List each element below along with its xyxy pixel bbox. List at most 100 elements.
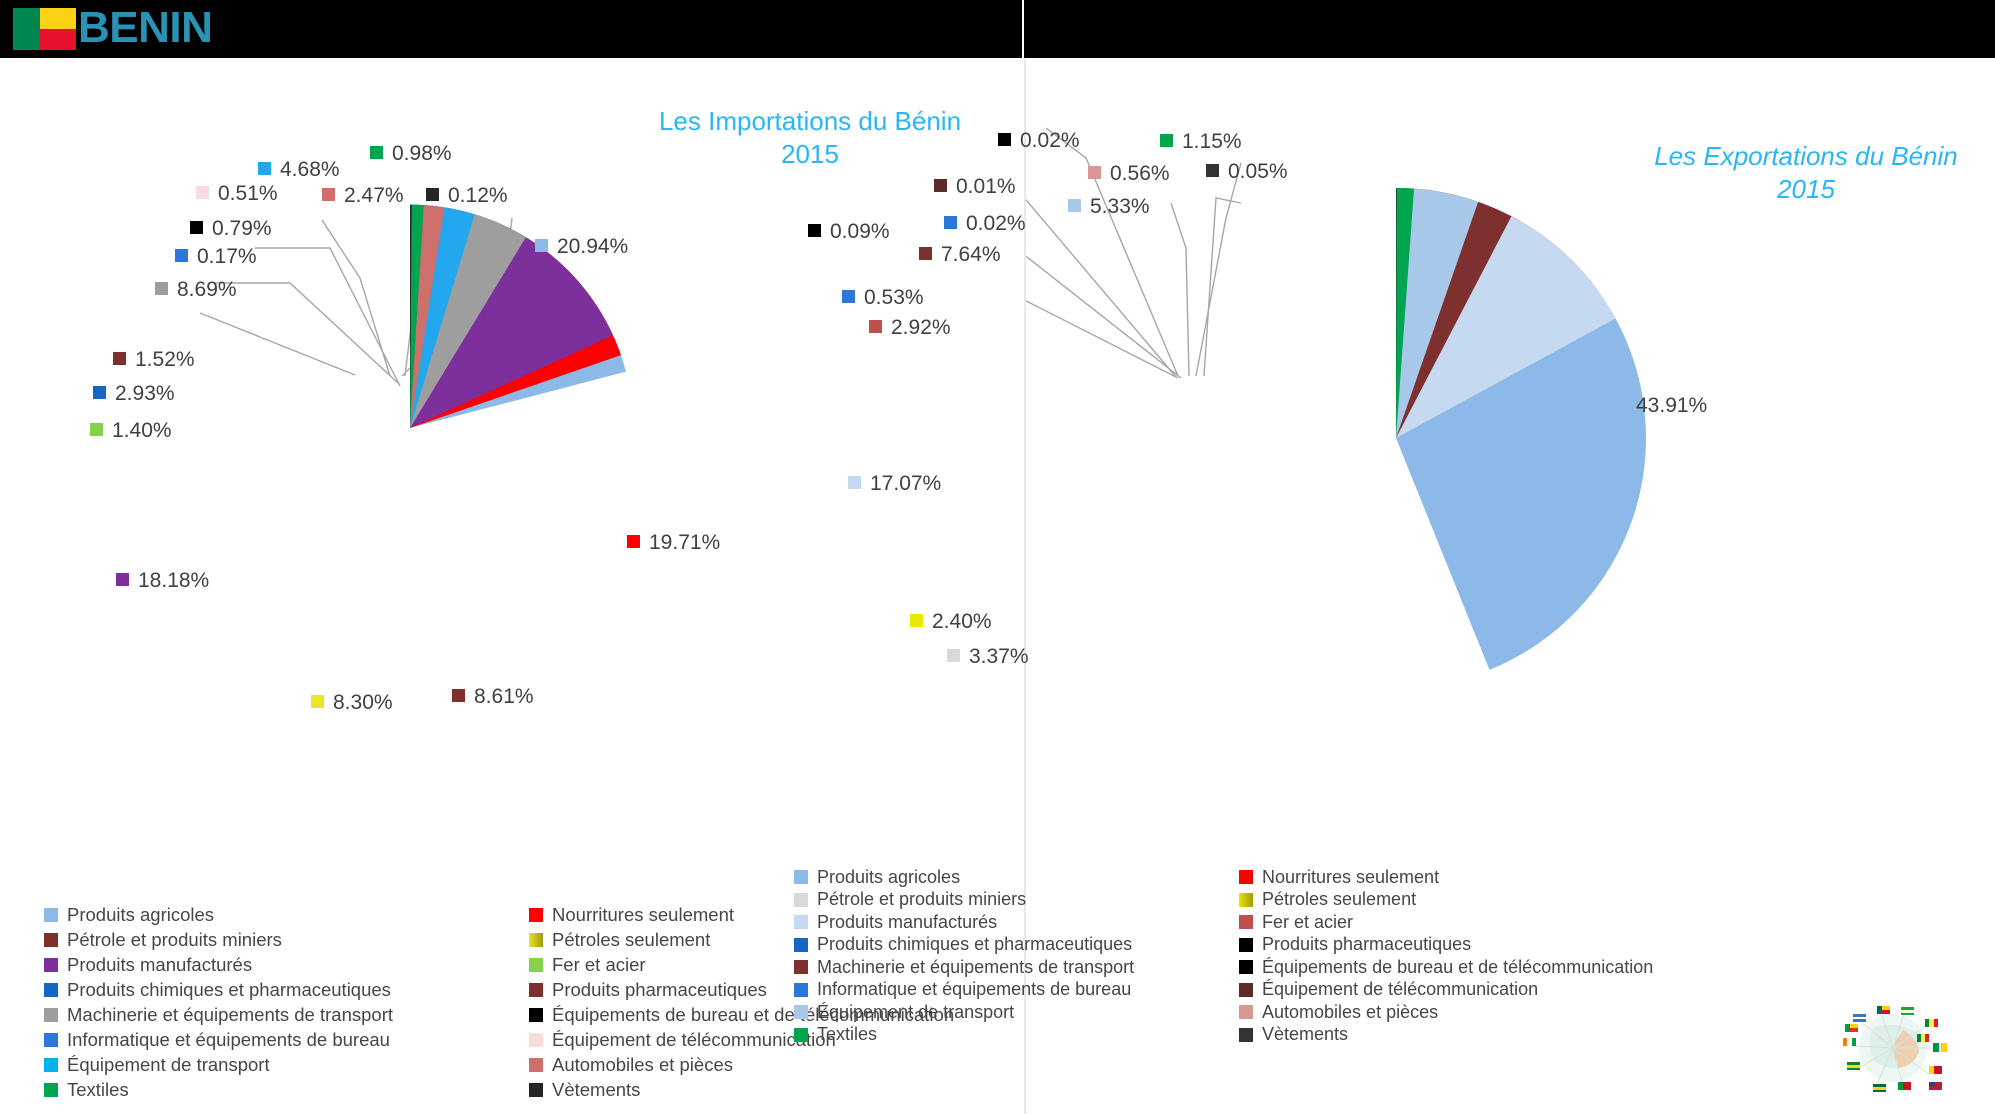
legend-item[interactable]: Automobiles et pièces bbox=[529, 1052, 1049, 1077]
legend-label: Équipement de transport bbox=[67, 1053, 270, 1075]
legend-label: Pétrole et produits miniers bbox=[817, 889, 1027, 910]
legend-item[interactable]: Équipement de télécommunication bbox=[1239, 979, 1709, 1002]
legend-item[interactable]: Pétroles seulement bbox=[1239, 889, 1709, 912]
legend-item[interactable]: Produits pharmaceutiques bbox=[529, 977, 1049, 1002]
legend-item[interactable]: Nourritures seulement bbox=[529, 902, 1049, 927]
legend-item[interactable]: Textiles bbox=[794, 1024, 1234, 1047]
legend-label: Équipement de télécommunication bbox=[1262, 979, 1539, 1000]
pie-slice bbox=[1396, 188, 1415, 438]
legend-label: Fer et acier bbox=[552, 953, 646, 975]
legend-item[interactable]: Produits chimiques et pharmaceutiques bbox=[794, 934, 1234, 957]
exports-label-produits-pharmaceutiques: 0.09% bbox=[808, 221, 890, 242]
swatch bbox=[175, 249, 188, 262]
legend-label: Produits chimiques et pharmaceutiques bbox=[817, 934, 1133, 955]
exports-label-fer-acier: 2.92% bbox=[869, 317, 951, 338]
legend-item[interactable]: Équipement de transport bbox=[44, 1052, 524, 1077]
legend-label: Fer et acier bbox=[1262, 911, 1354, 932]
imports-label-produits-pharmaceutiques: 1.52% bbox=[113, 349, 195, 370]
swatch bbox=[311, 695, 324, 708]
legend-item[interactable]: Vètements bbox=[1239, 1024, 1709, 1047]
legend-item[interactable]: Pétrole et produits miniers bbox=[794, 889, 1234, 912]
imports-label-informatique: 0.17% bbox=[175, 246, 257, 267]
legend-item[interactable]: Produits manufacturés bbox=[794, 911, 1234, 934]
legend-item[interactable]: Automobiles et pièces bbox=[1239, 1001, 1709, 1024]
exports-title-line2: 2015 bbox=[1777, 174, 1835, 204]
legend-item[interactable]: Équipement de transport bbox=[794, 1001, 1234, 1024]
legend-label: Pétroles seulement bbox=[1262, 889, 1417, 910]
imports-legend-column-1: Produits agricoles Pétrole et produits m… bbox=[44, 902, 524, 1102]
legend-item[interactable]: Vètements bbox=[529, 1077, 1049, 1102]
legend-item[interactable]: Équipement de télécommunication bbox=[529, 1027, 1049, 1052]
legend-item[interactable]: Machinerie et équipements de transport bbox=[794, 956, 1234, 979]
swatch bbox=[1239, 1005, 1253, 1020]
legend-item[interactable]: Produits manufacturés bbox=[44, 952, 524, 977]
imports-label-textiles: 0.98% bbox=[370, 143, 452, 164]
swatch bbox=[944, 216, 957, 229]
legend-item[interactable]: Produits chimiques et pharmaceutiques bbox=[44, 977, 524, 1002]
legend-item[interactable]: Machinerie et équipements de transport bbox=[44, 1002, 524, 1027]
imports-label-nourritures: 19.71% bbox=[627, 532, 720, 553]
swatch bbox=[529, 907, 543, 922]
legend-item[interactable]: Équipements de bureau et de télécommunic… bbox=[1239, 956, 1709, 979]
legend-label: Vètements bbox=[552, 1078, 641, 1100]
swatch bbox=[322, 188, 335, 201]
legend-label: Vètements bbox=[1262, 1024, 1349, 1045]
swatch bbox=[794, 892, 808, 907]
legend-label: Équipements de bureau et de télécommunic… bbox=[552, 1003, 955, 1025]
legend-item[interactable]: Produits agricoles bbox=[44, 902, 524, 927]
swatch bbox=[1239, 982, 1253, 997]
legend-label: Nourritures seulement bbox=[552, 903, 734, 925]
legend-label: Informatique et équipements de bureau bbox=[817, 979, 1132, 1000]
imports-label-produits-agricoles: 20.94% bbox=[535, 236, 628, 257]
swatch bbox=[794, 960, 808, 975]
swatch bbox=[1239, 915, 1253, 930]
legend-item[interactable]: Informatique et équipements de bureau bbox=[44, 1027, 524, 1052]
legend-label: Automobiles et pièces bbox=[552, 1053, 733, 1075]
swatch bbox=[44, 1032, 58, 1047]
swatch bbox=[529, 1082, 543, 1097]
swatch bbox=[44, 1007, 58, 1022]
swatch bbox=[1239, 870, 1253, 885]
swatch bbox=[44, 957, 58, 972]
legend-item[interactable]: Produits agricoles bbox=[794, 866, 1234, 889]
legend-label: Nourritures seulement bbox=[1262, 866, 1440, 887]
swatch bbox=[1088, 166, 1101, 179]
legend-item[interactable]: Produits pharmaceutiques bbox=[1239, 934, 1709, 957]
swatch bbox=[998, 133, 1011, 146]
imports-pie-svg bbox=[410, 204, 626, 428]
legend-item[interactable]: Équipements de bureau et de télécommunic… bbox=[529, 1002, 1049, 1027]
exports-label-produits-manufactures: 17.07% bbox=[848, 473, 941, 494]
swatch bbox=[155, 282, 168, 295]
swatch bbox=[93, 386, 106, 399]
legend-item[interactable]: Textiles bbox=[44, 1077, 524, 1102]
imports-label-petroles-seulement: 8.30% bbox=[311, 692, 393, 713]
swatch bbox=[1614, 398, 1627, 411]
swatch bbox=[794, 1005, 808, 1020]
pie-slice bbox=[1396, 188, 1479, 438]
legend-label: Machinerie et équipements de transport bbox=[817, 956, 1135, 977]
swatch bbox=[1239, 1027, 1253, 1042]
legend-item[interactable]: Pétrole et produits miniers bbox=[44, 927, 524, 952]
legend-item[interactable]: Fer et acier bbox=[1239, 911, 1709, 934]
legend-label: Produits manufacturés bbox=[817, 911, 998, 932]
swatch bbox=[1239, 960, 1253, 975]
legend-item[interactable]: Pétroles seulement bbox=[529, 927, 1049, 952]
exports-label-equipement-telecom: 0.01% bbox=[934, 176, 1016, 197]
swatch bbox=[529, 982, 543, 997]
legend-item[interactable]: Nourritures seulement bbox=[1239, 866, 1709, 889]
legend-label: Équipements de bureau et de télécommunic… bbox=[1262, 956, 1654, 977]
legend-label: Pétrole et produits miniers bbox=[67, 928, 282, 950]
legend-item[interactable]: Informatique et équipements de bureau bbox=[794, 979, 1234, 1002]
imports-title-line1: Les Importations du Bénin bbox=[658, 106, 962, 136]
swatch bbox=[1068, 199, 1081, 212]
swatch bbox=[794, 937, 808, 952]
exports-label-machinerie: 7.64% bbox=[919, 244, 1001, 265]
swatch bbox=[44, 1082, 58, 1097]
swatch bbox=[1239, 892, 1253, 907]
swatch bbox=[452, 689, 465, 702]
imports-label-petrole-miniers: 8.61% bbox=[452, 686, 534, 707]
legend-item[interactable]: Fer et acier bbox=[529, 952, 1049, 977]
flag-yellow-stripe bbox=[40, 8, 76, 29]
legend-label: Produits agricoles bbox=[817, 866, 961, 887]
swatch bbox=[529, 1032, 543, 1047]
